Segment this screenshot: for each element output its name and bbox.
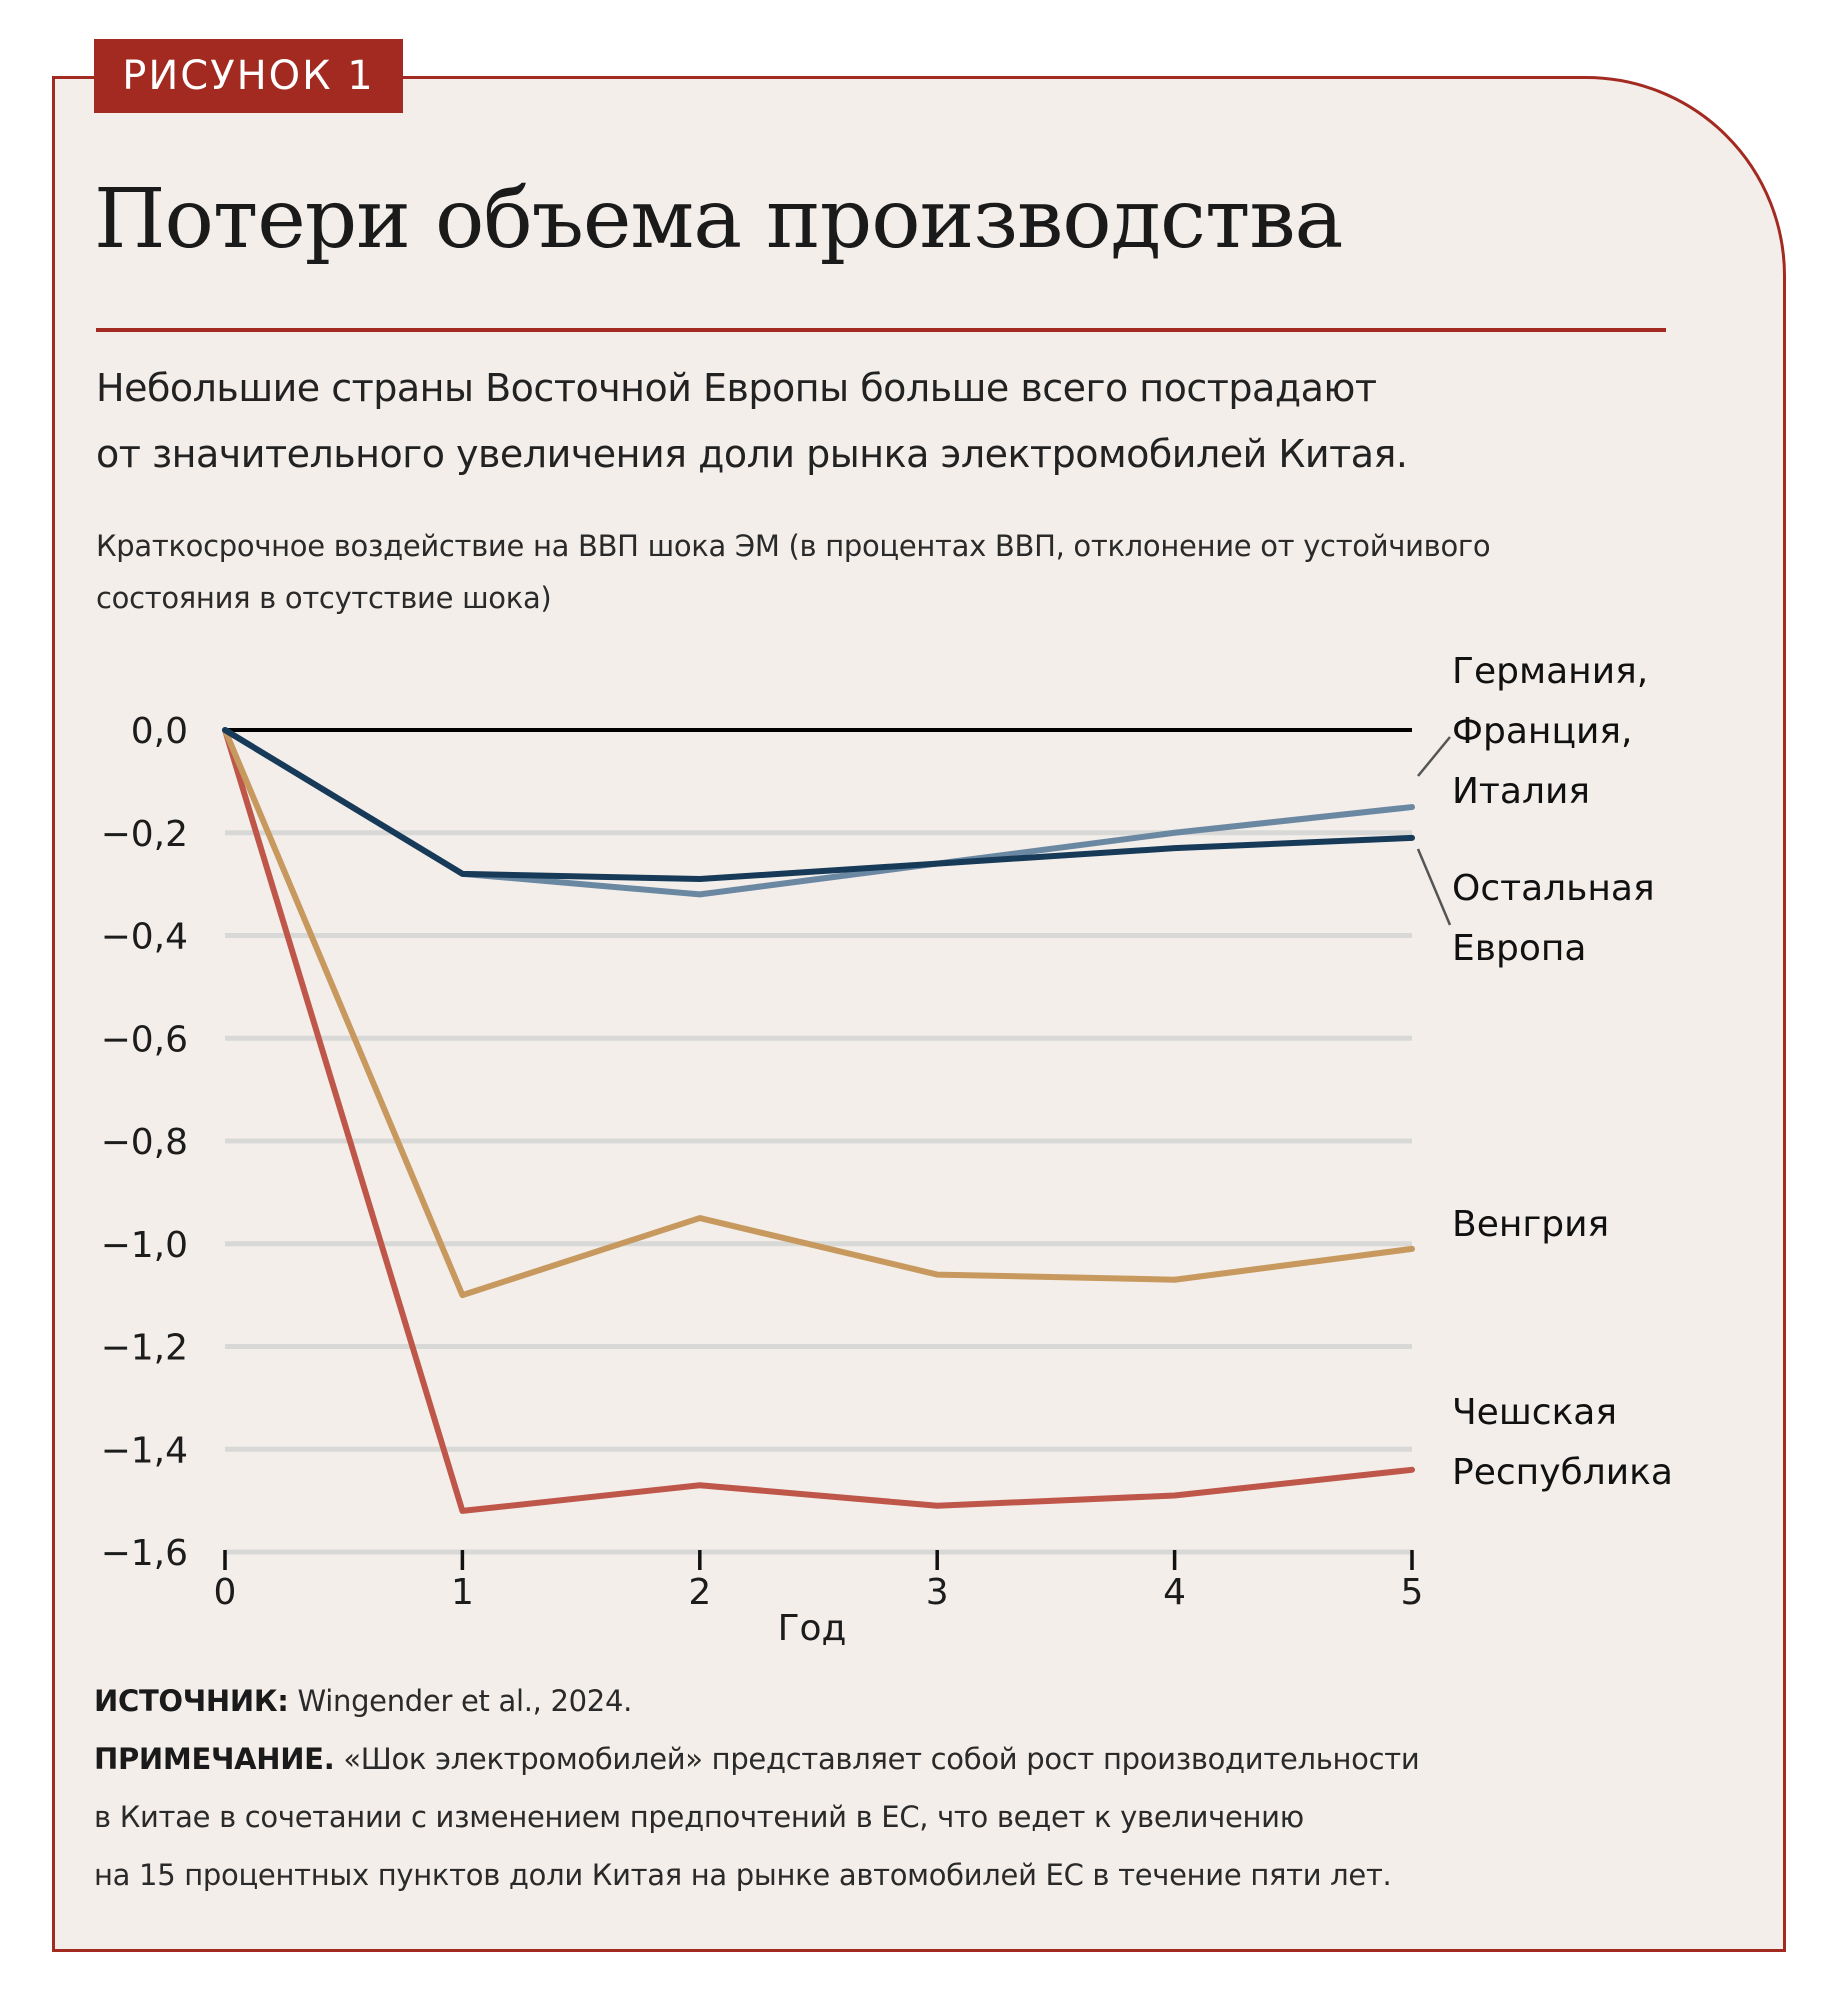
subtitle-line: от значительного увеличения доли рынка э… [96,432,1408,476]
figure-badge: РИСУНОК 1 [94,39,403,113]
x-tick-label: 1 [451,1572,474,1613]
y-tick-label: −1,6 [101,1533,188,1574]
note-line: на 15 процентных пунктов доли Китая на р… [94,1858,1392,1892]
y-tick-label: −1,0 [101,1225,188,1266]
series-label: Чешская [1452,1392,1617,1433]
y-axis-labels: 0,0 −0,2 −0,4 −0,6 −0,8 −1,0 −1,2 −1,4 −1,6 [101,711,188,1574]
figure-footer: ИСТОЧНИК: Wingender et al., 2024. ПРИМЕЧ… [94,1672,1420,1904]
y-tick-label: 0,0 [131,711,188,752]
series-label: Республика [1452,1452,1673,1493]
x-tick-label: 2 [688,1572,711,1613]
y-tick-label: −1,4 [101,1430,188,1471]
series-labels: Германия, Франция, Италия Остальная Европа Ве… [1452,651,1673,1493]
source-label: ИСТОЧНИК: [94,1684,289,1718]
description-line: состояния в отсутствие шока) [96,581,552,615]
series-line [222,727,1415,882]
series-line [222,727,1415,1514]
gridlines [225,728,1412,1555]
x-axis-title: Год [778,1608,847,1649]
figure-card [52,76,1786,1952]
x-tick-label: 4 [1163,1572,1186,1613]
subtitle-line: Небольшие страны Восточной Европы больше… [96,366,1377,410]
y-tick-label: −0,8 [101,1122,188,1163]
figure-subtitle: Небольшие страны Восточной Европы больше… [96,355,1408,487]
title-divider [96,328,1666,332]
series-label: Остальная [1452,868,1655,909]
note-line: в Китае в сочетании с изменением предпоч… [94,1800,1304,1834]
series-line [222,727,1415,1299]
series-label: Европа [1452,928,1586,969]
x-tick-label: 0 [214,1572,237,1613]
source-line: ИСТОЧНИК: Wingender et al., 2024. [94,1672,1419,1730]
leader-line [1417,736,1451,777]
x-tick-label: 5 [1401,1572,1424,1613]
figure-title: Потери объема производства [94,172,1343,267]
series-lines [222,727,1415,1514]
series-label: Франция, [1452,711,1632,752]
source-text: Wingender et al., 2024. [288,1684,633,1718]
description-line: Краткосрочное воздействие на ВВП шока ЭМ… [96,529,1491,563]
note-label: ПРИМЕЧАНИЕ. [94,1742,335,1776]
note-text: «Шок электромобилей» представляет собой … [334,1742,1420,1776]
y-tick-label: −0,2 [101,814,188,855]
y-tick-label: −0,4 [101,917,188,958]
series-label: Италия [1452,771,1590,812]
x-tick-label: 3 [926,1572,949,1613]
leader-line [1416,848,1452,926]
chart-description: Краткосрочное воздействие на ВВП шока ЭМ… [96,520,1491,624]
series-label: Германия, [1452,651,1648,692]
series-label: Венгрия [1452,1204,1609,1245]
y-tick-label: −0,6 [101,1019,188,1060]
x-axis: 0 1 2 3 4 5 [214,1550,1424,1613]
y-tick-label: −1,2 [101,1328,188,1369]
note-line: ПРИМЕЧАНИЕ. «Шок электромобилей» предста… [94,1730,1420,1788]
label-leader-lines [1416,736,1452,926]
